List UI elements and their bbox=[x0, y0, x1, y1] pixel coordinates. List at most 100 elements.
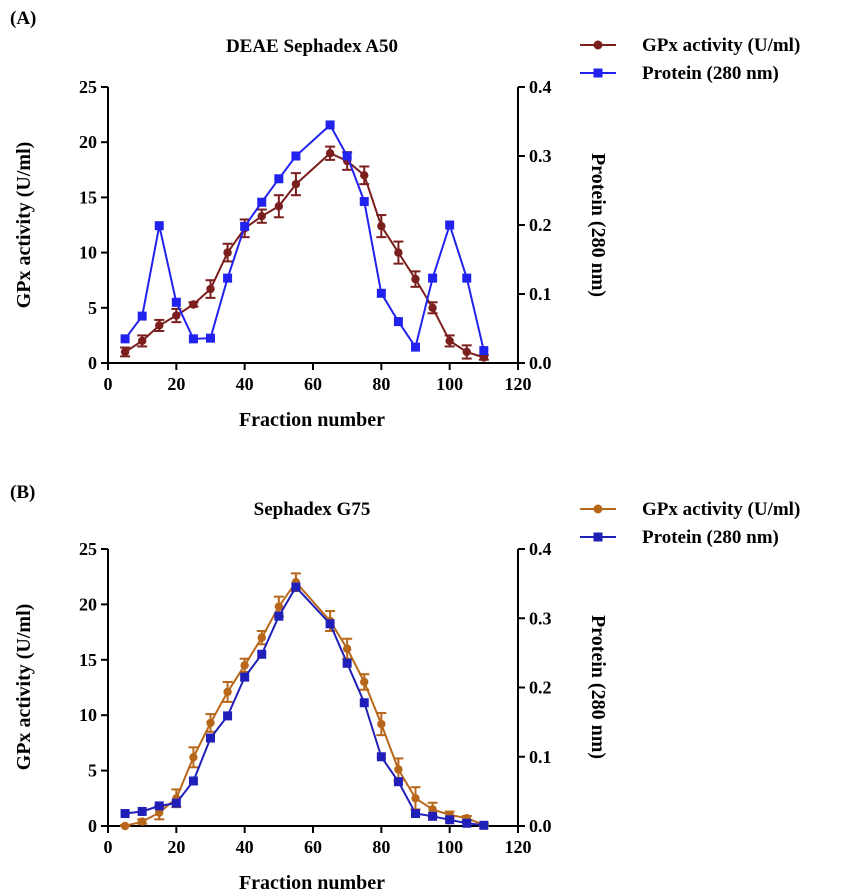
panel-b-protein-point bbox=[240, 672, 250, 682]
panel-a-protein-point bbox=[291, 151, 301, 161]
panel-b-legend-gpx-label: GPx activity (U/ml) bbox=[642, 499, 800, 520]
panel-b-gpx-point bbox=[342, 644, 352, 653]
panel-a-gpx-point bbox=[274, 202, 284, 211]
panel-a-x-tick-label: 20 bbox=[167, 374, 185, 394]
panel-b-gpx-point bbox=[377, 719, 386, 729]
panel-b-x-tick-label: 120 bbox=[505, 837, 532, 857]
panel-a-gpx-point bbox=[155, 321, 164, 330]
panel-a-x-tick-label: 40 bbox=[236, 374, 254, 394]
panel-b-y2-tick-label: 0.2 bbox=[529, 678, 552, 698]
panel-a-protein-point bbox=[188, 334, 198, 344]
panel-a-y2-tick-label: 0.0 bbox=[529, 353, 552, 373]
panel-b-protein-point bbox=[257, 649, 267, 659]
panel-a-y-tick-label: 5 bbox=[88, 298, 97, 318]
panel-a-protein-point bbox=[325, 120, 335, 130]
panel-a-protein-point bbox=[462, 273, 472, 283]
panel-b-x-tick-label: 60 bbox=[304, 837, 322, 857]
panel-b-x-tick-label: 80 bbox=[372, 837, 390, 857]
panel-b-protein-point bbox=[154, 801, 164, 811]
panel-b-protein-point bbox=[120, 809, 130, 819]
panel-a-gpx-point bbox=[394, 248, 403, 257]
panel-b-y2-tick-label: 0.4 bbox=[529, 539, 552, 559]
panel-a-protein-point bbox=[257, 197, 267, 207]
panel-b-protein-point bbox=[428, 811, 438, 821]
panel-a-y2-tick-label: 0.4 bbox=[529, 77, 552, 97]
panel-b-y2-tick-label: 0.1 bbox=[529, 747, 552, 767]
panel-b-y2-axis-label: Protein (280 nm) bbox=[587, 615, 609, 759]
panel-a-gpx-point bbox=[189, 300, 198, 309]
panel-a-x-axis-label: Fraction number bbox=[239, 409, 385, 431]
panel-a-x-tick-label: 100 bbox=[436, 374, 463, 394]
panel-a-gpx-point bbox=[257, 211, 266, 221]
panel-a-gpx-point bbox=[206, 284, 215, 294]
panel-b-y-axis-label: GPx activity (U/ml) bbox=[13, 604, 35, 771]
panel-a-protein-point bbox=[393, 317, 403, 327]
panel-a-protein-point bbox=[137, 311, 147, 321]
panel-a-gpx-line bbox=[124, 152, 485, 359]
panel-b-y-tick-label: 20 bbox=[79, 594, 97, 614]
panel-b-y-tick-label: 5 bbox=[88, 761, 97, 781]
panel-b-protein-point bbox=[171, 798, 181, 808]
panel-a-x-tick-label: 80 bbox=[372, 374, 390, 394]
panel-b-y2-tick-label: 0.0 bbox=[529, 816, 552, 836]
panel-a: (A) DEAE Sephadex A50 Fraction number GP… bbox=[10, 8, 800, 431]
panel-b-legend-protein-label: Protein (280 nm) bbox=[642, 527, 779, 548]
panel-b-gpx-point bbox=[274, 602, 284, 611]
panel-a-protein-point bbox=[171, 297, 181, 307]
panel-a-gpx-point bbox=[428, 303, 437, 312]
panel-a-protein-point bbox=[154, 221, 164, 231]
panel-a-gpx-point bbox=[291, 179, 301, 189]
panel-b-x-tick-label: 20 bbox=[167, 837, 185, 857]
panel-b-gpx-point bbox=[411, 794, 420, 803]
panel-b-y2-tick-label: 0.3 bbox=[529, 608, 552, 628]
panel-b-x-axis-label: Fraction number bbox=[239, 872, 385, 892]
panel-b-protein-point bbox=[274, 611, 284, 621]
panel-b-gpx-point bbox=[240, 661, 249, 670]
panel-a-gpx-point bbox=[223, 248, 232, 257]
panel-a-protein-point bbox=[274, 174, 284, 184]
panel-a-protein-point bbox=[120, 334, 130, 344]
panel-a-legend-protein-label: Protein (280 nm) bbox=[642, 63, 779, 84]
panel-a-gpx-point bbox=[411, 274, 420, 284]
panel-a-protein-point bbox=[445, 220, 455, 230]
panel-b-gpx-point bbox=[257, 633, 266, 642]
panel-a-protein-point bbox=[342, 151, 352, 161]
panel-b-gpx-point bbox=[155, 808, 164, 817]
panel-b: (B) Sephadex G75 Fraction number GPx act… bbox=[10, 482, 800, 892]
panel-b-title: Sephadex G75 bbox=[254, 499, 371, 520]
panel-b-protein-point bbox=[359, 698, 369, 708]
panel-b-protein-point bbox=[376, 752, 386, 762]
panel-a-y-axis-label: GPx activity (U/ml) bbox=[13, 142, 35, 309]
panel-a-label: (A) bbox=[10, 8, 36, 29]
panel-a-y2-tick-label: 0.2 bbox=[529, 215, 552, 235]
panel-a-y2-axis-label: Protein (280 nm) bbox=[587, 153, 609, 297]
panel-b-y-tick-label: 0 bbox=[88, 816, 97, 836]
panel-a-gpx-point bbox=[445, 336, 454, 346]
panel-a-gpx-point bbox=[137, 336, 147, 346]
panel-a-protein-point bbox=[479, 346, 489, 356]
panel-a-legend-protein-marker bbox=[593, 68, 603, 78]
panel-b-protein-point bbox=[462, 818, 472, 828]
panel-b-x-tick-label: 40 bbox=[236, 837, 254, 857]
panel-b-gpx-point bbox=[189, 753, 198, 762]
panel-a-x-tick-label: 120 bbox=[505, 374, 532, 394]
panel-b-x-tick-label: 100 bbox=[436, 837, 463, 857]
panel-b-gpx-point bbox=[223, 687, 232, 697]
panel-b-protein-point bbox=[325, 619, 335, 629]
panel-a-y-tick-label: 20 bbox=[79, 132, 97, 152]
panel-b-protein-point bbox=[206, 733, 215, 743]
panel-b-gpx-point bbox=[394, 765, 403, 774]
panel-a-title: DEAE Sephadex A50 bbox=[226, 36, 398, 57]
panel-a-protein-point bbox=[376, 288, 386, 298]
panel-b-y-tick-label: 15 bbox=[79, 650, 97, 670]
panel-a-x-tick-label: 0 bbox=[104, 374, 113, 394]
panel-a-y-tick-label: 0 bbox=[88, 353, 97, 373]
panel-a-protein-point bbox=[428, 273, 438, 283]
panel-a-legend-gpx-label: GPx activity (U/ml) bbox=[642, 35, 800, 56]
panel-a-protein-point bbox=[240, 221, 250, 231]
panel-b-legend-gpx-marker bbox=[593, 504, 603, 514]
panel-b-gpx-point bbox=[360, 677, 369, 687]
panel-a-gpx-point bbox=[120, 347, 130, 357]
panel-b-gpx-point bbox=[206, 718, 215, 728]
